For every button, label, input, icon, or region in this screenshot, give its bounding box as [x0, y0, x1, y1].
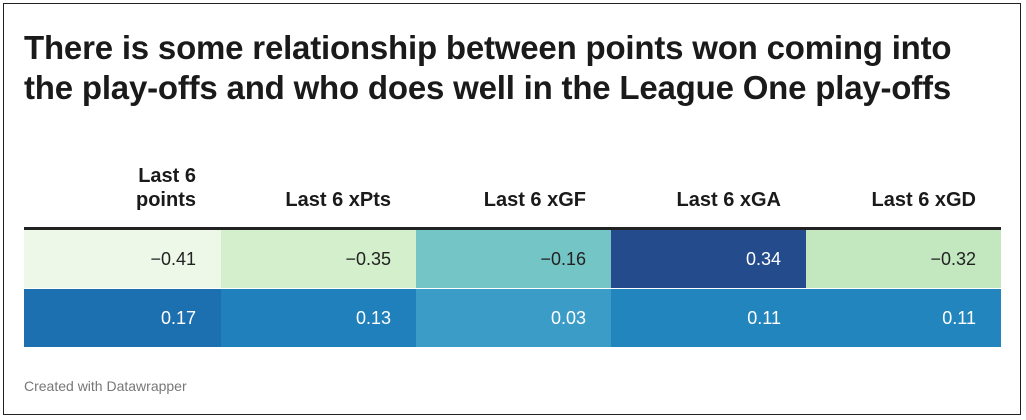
row-divider: [24, 288, 1001, 289]
table-cell: 0.11: [611, 289, 806, 347]
column-header-last-6-xga: Last 6 xGA: [676, 189, 781, 211]
table-row: 0.17 0.13 0.03 0.11 0.11: [24, 289, 1001, 347]
table-cell: 0.11: [806, 289, 1001, 347]
column-header-last-6-points: Last 6 points: [136, 165, 196, 211]
table-cell: 0.34: [611, 230, 806, 288]
table-cell: 0.03: [416, 289, 611, 347]
table-cell: −0.35: [221, 230, 416, 288]
table-header: Last 6 points Last 6 xPts Last 6 xGF Las…: [24, 154, 1001, 216]
table-cell: −0.16: [416, 230, 611, 288]
table-row: −0.41 −0.35 −0.16 0.34 −0.32: [24, 230, 1001, 288]
table-cell: 0.17: [24, 289, 221, 347]
column-header-last-6-xgd: Last 6 xGD: [871, 189, 976, 211]
chart-title: There is some relationship between point…: [24, 29, 952, 106]
footer-credit: Created with Datawrapper: [24, 378, 187, 394]
table-cell: −0.41: [24, 230, 221, 288]
column-header-last-6-xpts: Last 6 xPts: [285, 189, 391, 211]
column-header-last-6-xgf: Last 6 xGF: [483, 189, 586, 211]
table-cell: 0.13: [221, 289, 416, 347]
chart-frame: There is some relationship between point…: [3, 3, 1021, 415]
header-divider: [24, 227, 1001, 230]
table-cell: −0.32: [806, 230, 1001, 288]
